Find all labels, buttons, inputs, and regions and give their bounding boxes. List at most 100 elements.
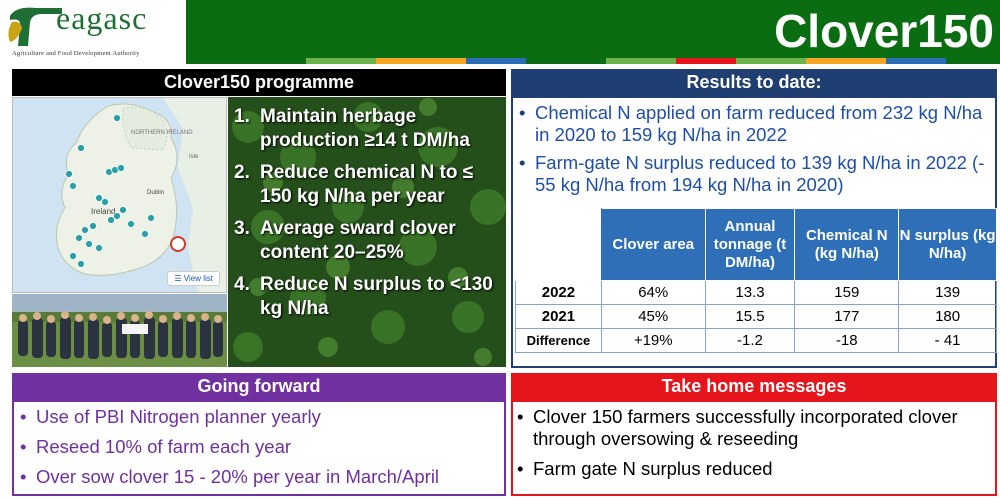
color-stripe bbox=[806, 58, 886, 64]
going-forward-item: Over sow clover 15 - 20% per year in Mar… bbox=[20, 466, 439, 488]
going-forward-panel: Use of PBI Nitrogen planner yearly Reseed… bbox=[12, 400, 506, 496]
goal-number: 2. bbox=[234, 162, 250, 183]
clover-goals-list: 1. Maintain herbage production ≥14 t DM/h… bbox=[234, 105, 502, 329]
clover-goal-item: 3. Average sward clover content 20–25% bbox=[234, 217, 502, 265]
color-stripe bbox=[376, 58, 466, 64]
map-pin-icon[interactable] bbox=[95, 194, 103, 202]
going-forward-heading: Going forward bbox=[12, 373, 506, 400]
map-pin-icon[interactable] bbox=[69, 182, 77, 190]
map-pin-icon[interactable] bbox=[77, 144, 85, 152]
results-column-header: Annual tonnage (t DM/ha) bbox=[704, 208, 796, 281]
header: eagasc Agriculture and Food Development … bbox=[0, 0, 1000, 64]
map-label-isle: Isle bbox=[189, 154, 199, 160]
going-forward-item: Reseed 10% of farm each year bbox=[20, 436, 439, 458]
view-list-button[interactable]: ☰ View list bbox=[167, 271, 220, 286]
clover-goal-item: 4. Reduce N surplus to <130 kg N/ha bbox=[234, 273, 502, 321]
map-pin-icon[interactable] bbox=[141, 230, 149, 238]
results-bullet: Farm-gate N surplus reduced to 139 kg N/… bbox=[519, 152, 991, 196]
goal-text: Reduce N surplus to <130 kg N/ha bbox=[260, 274, 493, 319]
color-stripe bbox=[186, 58, 306, 64]
view-list-label: View list bbox=[183, 274, 213, 283]
map-pin-icon[interactable] bbox=[69, 252, 77, 260]
color-stripe bbox=[676, 58, 736, 64]
goal-text: Reduce chemical N to ≤ 150 kg N/ha per y… bbox=[260, 162, 474, 207]
map-pin-icon[interactable] bbox=[75, 234, 83, 242]
results-panel: Chemical N applied on farm reduced from … bbox=[511, 96, 997, 368]
results-bullets: Chemical N applied on farm reduced from … bbox=[519, 102, 991, 202]
table-row: 2022 64% 13.3 159 139 bbox=[515, 280, 997, 305]
table-cell: 180 bbox=[898, 304, 997, 329]
results-column-header: N surplus (kg N/ha) bbox=[898, 208, 997, 281]
results-heading: Results to date: bbox=[511, 69, 997, 96]
going-forward-list: Use of PBI Nitrogen planner yearly Reseed… bbox=[20, 406, 439, 496]
map-label-ireland: Ireland bbox=[91, 207, 115, 216]
goal-number: 3. bbox=[234, 218, 250, 239]
table-cell: +19% bbox=[600, 328, 706, 353]
table-cell: - 41 bbox=[898, 328, 997, 353]
table-cell: 64% bbox=[600, 280, 706, 305]
ireland-map: NORTHERN IRELAND Ireland Dublin Isle bbox=[12, 97, 227, 293]
take-home-heading: Take home messages bbox=[511, 373, 997, 400]
results-table-header: Clover area Annual tonnage (t DM/ha) Chemi… bbox=[515, 208, 997, 281]
map-pin-icon[interactable] bbox=[119, 206, 127, 214]
goal-number: 1. bbox=[234, 106, 250, 127]
table-cell: 45% bbox=[600, 304, 706, 329]
map-pin-icon[interactable] bbox=[107, 216, 115, 224]
map-pin-icon[interactable] bbox=[101, 198, 109, 206]
color-stripe bbox=[946, 58, 1000, 64]
map-pin-icon[interactable] bbox=[81, 226, 89, 234]
programme-heading: Clover150 programme bbox=[12, 69, 506, 96]
goal-number: 4. bbox=[234, 274, 250, 295]
color-stripe bbox=[526, 58, 606, 64]
table-cell: 177 bbox=[794, 304, 900, 329]
clover-goal-item: 1. Maintain herbage production ≥14 t DM/h… bbox=[234, 105, 502, 153]
farm-location-pins bbox=[65, 114, 155, 268]
goal-text: Maintain herbage production ≥14 t DM/ha bbox=[260, 106, 470, 151]
clover-goals-panel: 1. Maintain herbage production ≥14 t DM/h… bbox=[228, 97, 506, 367]
take-home-panel: Clover 150 farmers successfully incorpor… bbox=[511, 400, 997, 496]
results-bullet: Chemical N applied on farm reduced from … bbox=[519, 102, 991, 146]
take-home-item: Clover 150 farmers successfully incorpor… bbox=[517, 406, 993, 450]
map-pin-icon[interactable] bbox=[113, 212, 121, 220]
results-table: Clover area Annual tonnage (t DM/ha) Chemi… bbox=[515, 208, 997, 353]
list-icon: ☰ bbox=[174, 274, 184, 283]
map-pin-icon[interactable] bbox=[127, 220, 135, 228]
table-cell: -18 bbox=[794, 328, 900, 353]
map-pin-icon[interactable] bbox=[117, 164, 125, 172]
teagasc-logo: eagasc Agriculture and Food Development … bbox=[6, 0, 186, 60]
logo-word: eagasc bbox=[56, 0, 148, 36]
row-label: 2021 bbox=[515, 304, 602, 329]
locate-me-icon[interactable] bbox=[170, 236, 186, 252]
farmers-group-photo bbox=[12, 294, 227, 367]
map-pin-icon[interactable] bbox=[89, 222, 97, 230]
table-cell: -1.2 bbox=[704, 328, 796, 353]
map-pin-icon[interactable] bbox=[147, 214, 155, 222]
going-forward-item: Use of PBI Nitrogen planner yearly bbox=[20, 406, 439, 428]
table-cell: 159 bbox=[794, 280, 900, 305]
map-pin-icon[interactable] bbox=[77, 260, 85, 268]
results-column-header bbox=[515, 208, 602, 281]
results-column-header: Chemical N (kg N/ha) bbox=[794, 208, 900, 281]
color-stripe bbox=[306, 58, 376, 64]
color-stripes bbox=[186, 58, 1000, 64]
results-column-header: Clover area bbox=[600, 208, 706, 281]
map-pin-icon[interactable] bbox=[113, 114, 121, 122]
goal-text: Average sward clover content 20–25% bbox=[260, 218, 456, 263]
table-cell: 15.5 bbox=[704, 304, 796, 329]
clover-leaves-background bbox=[228, 97, 506, 367]
map-pin-icon[interactable] bbox=[95, 244, 103, 252]
map-pin-icon[interactable] bbox=[85, 240, 93, 248]
table-row: Difference +19% -1.2 -18- 41 bbox=[515, 328, 997, 353]
clover-goal-item: 2. Reduce chemical N to ≤ 150 kg N/ha per… bbox=[234, 161, 502, 209]
teagasc-emblem-icon bbox=[8, 7, 62, 46]
map-label-dublin: Dublin bbox=[147, 190, 164, 196]
ireland-map-graphic: NORTHERN IRELAND Ireland Dublin Isle bbox=[13, 98, 226, 292]
map-label-northern-ireland: NORTHERN IRELAND bbox=[131, 130, 193, 136]
color-stripe bbox=[886, 58, 946, 64]
table-cell: 13.3 bbox=[704, 280, 796, 305]
farmers-photo-graphic bbox=[12, 294, 227, 367]
take-home-list: Clover 150 farmers successfully incorpor… bbox=[517, 406, 993, 488]
map-pin-icon[interactable] bbox=[65, 170, 73, 178]
color-stripe bbox=[606, 58, 676, 64]
take-home-item: Farm gate N surplus reduced bbox=[517, 458, 993, 480]
